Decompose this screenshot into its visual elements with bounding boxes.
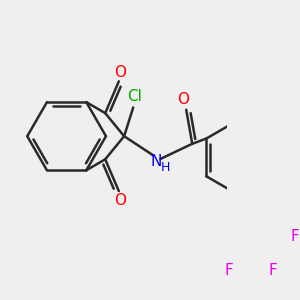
Text: H: H [160,161,170,174]
Text: O: O [177,92,189,107]
Text: F: F [224,263,233,278]
Text: O: O [114,193,126,208]
Text: F: F [291,229,300,244]
Text: N: N [151,154,162,169]
Text: Cl: Cl [127,89,142,104]
Text: O: O [114,65,126,80]
Text: F: F [268,263,277,278]
